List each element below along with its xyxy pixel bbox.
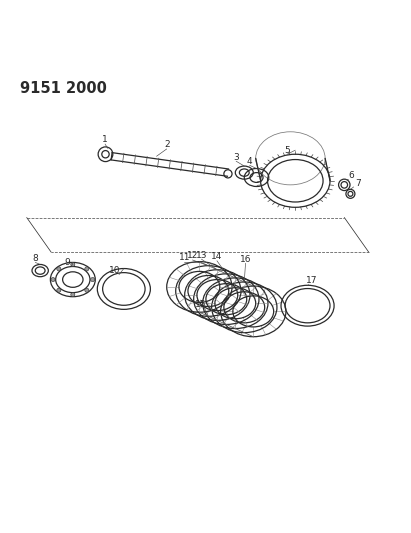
Text: 14: 14 <box>211 252 223 261</box>
Text: 10: 10 <box>109 266 120 275</box>
Text: 12: 12 <box>187 252 198 261</box>
Text: 5: 5 <box>284 146 290 155</box>
Text: 3: 3 <box>233 152 239 161</box>
Text: 13: 13 <box>196 251 207 260</box>
Circle shape <box>85 267 89 271</box>
Circle shape <box>57 267 61 271</box>
Text: 6: 6 <box>349 171 355 180</box>
Text: 9151 2000: 9151 2000 <box>20 81 106 96</box>
Text: 4: 4 <box>247 157 252 166</box>
Circle shape <box>51 278 55 281</box>
Circle shape <box>57 288 61 292</box>
Text: 7: 7 <box>355 179 360 188</box>
Text: 15: 15 <box>195 300 206 309</box>
Circle shape <box>71 262 75 266</box>
Text: 16: 16 <box>240 255 251 264</box>
Text: 11: 11 <box>178 253 190 262</box>
Circle shape <box>90 278 95 281</box>
Text: 17: 17 <box>306 276 317 285</box>
Circle shape <box>85 288 89 292</box>
Circle shape <box>71 293 75 297</box>
Text: 9: 9 <box>65 258 70 267</box>
Text: 8: 8 <box>32 254 38 263</box>
Text: 1: 1 <box>102 135 108 143</box>
Text: 2: 2 <box>164 140 169 149</box>
